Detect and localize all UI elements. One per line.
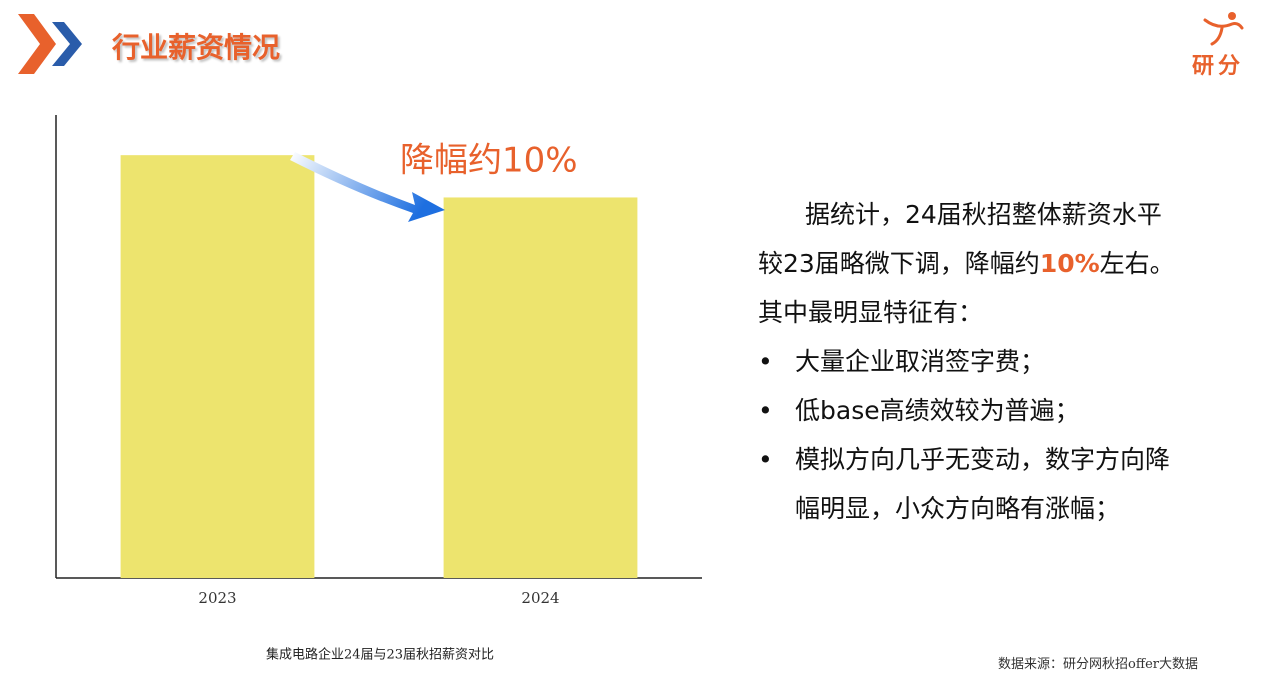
bullet-line: 大量企业取消签字费； (758, 337, 1175, 386)
source: 数据来源：研分网秋招offer大数据 (998, 657, 1198, 672)
text-span: 左右。 (1099, 249, 1175, 278)
x-tick-label: 2023 (198, 589, 236, 607)
chevron (18, 14, 56, 74)
bullet-line: 幅明显，小众方向略有涨幅； (795, 494, 1121, 523)
annotation: 降幅约10% (400, 141, 578, 181)
logo-icon (1203, 12, 1244, 46)
summary: 据统计，24届秋招整体薪资水平较23届略微下调，降幅约10%左右。其中最明显特征… (758, 190, 1175, 533)
chevron (52, 22, 82, 66)
text-span: 10% (1039, 249, 1100, 278)
bar (443, 197, 638, 578)
text-span: 据统计，24届秋招整体薪资水平 (805, 200, 1162, 229)
bullet-line: 低base高绩效较为普遍； (758, 386, 1175, 435)
logo: 研分 (1192, 54, 1245, 79)
text-line: 较23届略微下调，降幅约10%左右。 (758, 239, 1175, 288)
slide-title: 行业薪资情况 (112, 31, 281, 64)
bullet-line: 模拟方向几乎无变动，数字方向降 (758, 435, 1175, 484)
text-span: 其中最明显特征有： (758, 298, 984, 327)
chart-caption: 集成电路企业24届与23届秋招薪资对比 (266, 647, 494, 663)
bar (120, 155, 315, 578)
arrow (290, 152, 445, 222)
text-line: 据统计，24届秋招整体薪资水平 (758, 190, 1175, 239)
text-span: 较23届略微下调，降幅约 (758, 249, 1040, 278)
text-line: 其中最明显特征有： (758, 288, 1175, 337)
x-tick-label: 2024 (521, 589, 559, 607)
